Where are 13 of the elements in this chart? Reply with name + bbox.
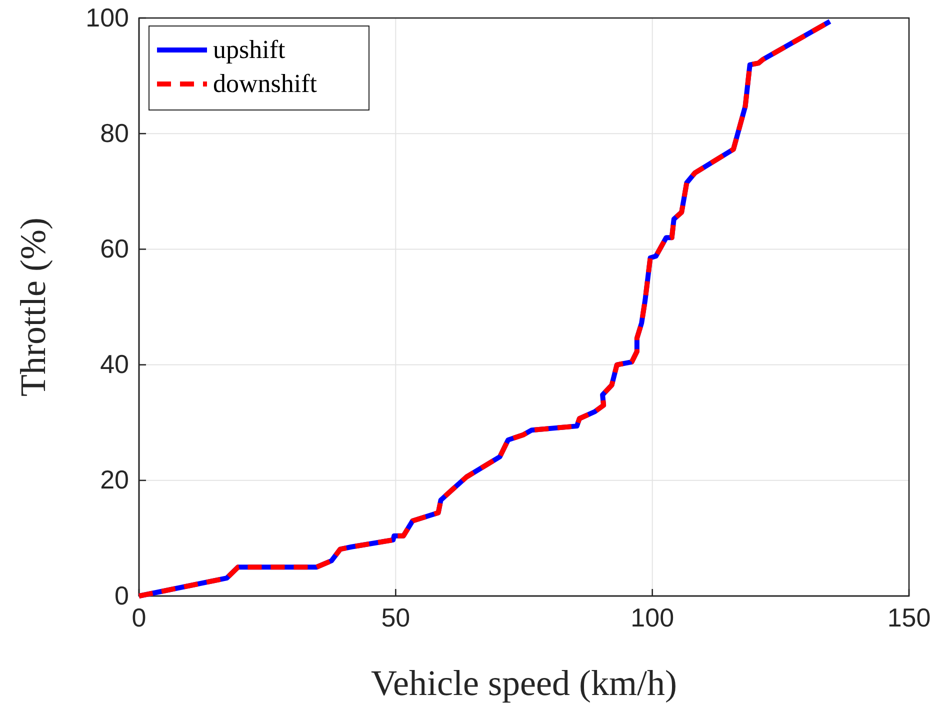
- x-tick-label: 50: [381, 602, 410, 632]
- y-tick-label: 20: [100, 464, 129, 495]
- x-tick-label: 100: [630, 602, 674, 632]
- y-tick-label: 60: [100, 234, 129, 264]
- legend-label: upshift: [213, 35, 286, 64]
- legend-label: downshift: [213, 69, 318, 98]
- y-tick-label: 0: [114, 580, 129, 610]
- x-axis-title: Vehicle speed (km/h): [371, 663, 677, 703]
- y-tick-label: 100: [86, 2, 129, 32]
- y-tick-label: 80: [100, 118, 129, 148]
- y-axis-title: Throttle (%): [13, 218, 53, 396]
- y-tick-label: 40: [100, 349, 129, 380]
- x-tick-label: 150: [887, 602, 931, 632]
